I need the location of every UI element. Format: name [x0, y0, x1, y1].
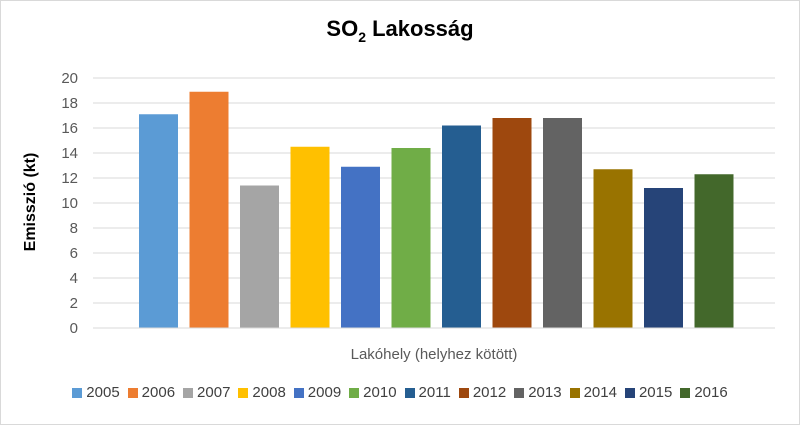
- bar-2014: [593, 169, 633, 328]
- bar-2011: [442, 125, 481, 328]
- legend-swatch: [514, 387, 525, 398]
- y-tick-label: 14: [61, 145, 78, 162]
- legend-label: 2010: [363, 384, 397, 401]
- legend-swatch: [458, 387, 469, 398]
- legend-label: 2014: [583, 384, 617, 401]
- legend-label: 2005: [86, 384, 120, 401]
- y-tick-label: 8: [70, 220, 78, 237]
- y-tick-label: 20: [61, 70, 78, 87]
- legend-item-2013: 2013: [514, 384, 562, 401]
- bar-2015: [644, 188, 683, 328]
- chart-title-main: SO: [326, 16, 359, 41]
- legend-label: 2013: [528, 384, 562, 401]
- legend-swatch: [72, 387, 83, 398]
- bar-2009: [341, 166, 380, 328]
- legend-item-2009: 2009: [293, 384, 342, 401]
- legend-label: 2008: [252, 384, 286, 401]
- legend-label: 2011: [418, 384, 451, 401]
- legend-swatch: [349, 387, 360, 398]
- legend-swatch: [680, 387, 691, 398]
- legend-item-2015: 2015: [624, 384, 673, 401]
- legend-swatch: [183, 387, 194, 398]
- legend-item-2011: 2011: [404, 384, 451, 401]
- bar-2012: [492, 118, 532, 328]
- y-tick-label: 0: [70, 320, 78, 337]
- legend-label: 2012: [472, 384, 507, 401]
- legend-swatch: [238, 387, 249, 398]
- legend: 2005 2006 2007 2008 2009 2010 2011 2012 2013 2014…: [0, 384, 800, 401]
- legend-swatch: [569, 387, 580, 398]
- legend-swatch: [624, 387, 635, 398]
- y-tick-label: 2: [70, 295, 78, 312]
- bar-2007: [240, 185, 279, 328]
- legend-swatch: [404, 387, 415, 398]
- legend-item-2007: 2007: [183, 384, 230, 401]
- legend-swatch: [127, 387, 138, 398]
- legend-item-2012: 2012: [458, 384, 507, 401]
- bar-2008: [290, 146, 330, 328]
- chart-title-subscript: 2: [358, 29, 366, 45]
- legend-label: 2016: [694, 384, 728, 401]
- bar-2005: [139, 114, 178, 328]
- y-tick-label: 16: [61, 120, 78, 137]
- legend-item-2016: 2016: [680, 384, 728, 401]
- bar-2010: [391, 148, 431, 328]
- y-tick-label: 6: [70, 245, 78, 262]
- legend-item-2008: 2008: [238, 384, 286, 401]
- chart-title-rest: Lakosság: [365, 16, 474, 41]
- y-tick-label: 10: [61, 195, 78, 212]
- legend-label: 2015: [638, 384, 673, 401]
- legend-item-2010: 2010: [349, 384, 397, 401]
- bar-2013: [543, 118, 582, 328]
- legend-swatch: [293, 387, 304, 398]
- y-tick-label: 4: [70, 270, 78, 287]
- legend-label: 2009: [307, 384, 342, 401]
- bar-2016: [694, 174, 734, 328]
- x-axis-category-label: Lakóhely (helyhez kötött): [351, 346, 518, 363]
- chart-title: SO2 Lakosság: [0, 16, 800, 45]
- legend-item-2014: 2014: [569, 384, 617, 401]
- bar-2006: [189, 91, 229, 328]
- legend-item-2006: 2006: [127, 384, 176, 401]
- legend-item-2005: 2005: [72, 384, 120, 401]
- y-tick-label: 18: [61, 95, 78, 112]
- y-tick-label: 12: [61, 170, 78, 187]
- legend-label: 2006: [141, 384, 176, 401]
- legend-label: 2007: [197, 384, 231, 401]
